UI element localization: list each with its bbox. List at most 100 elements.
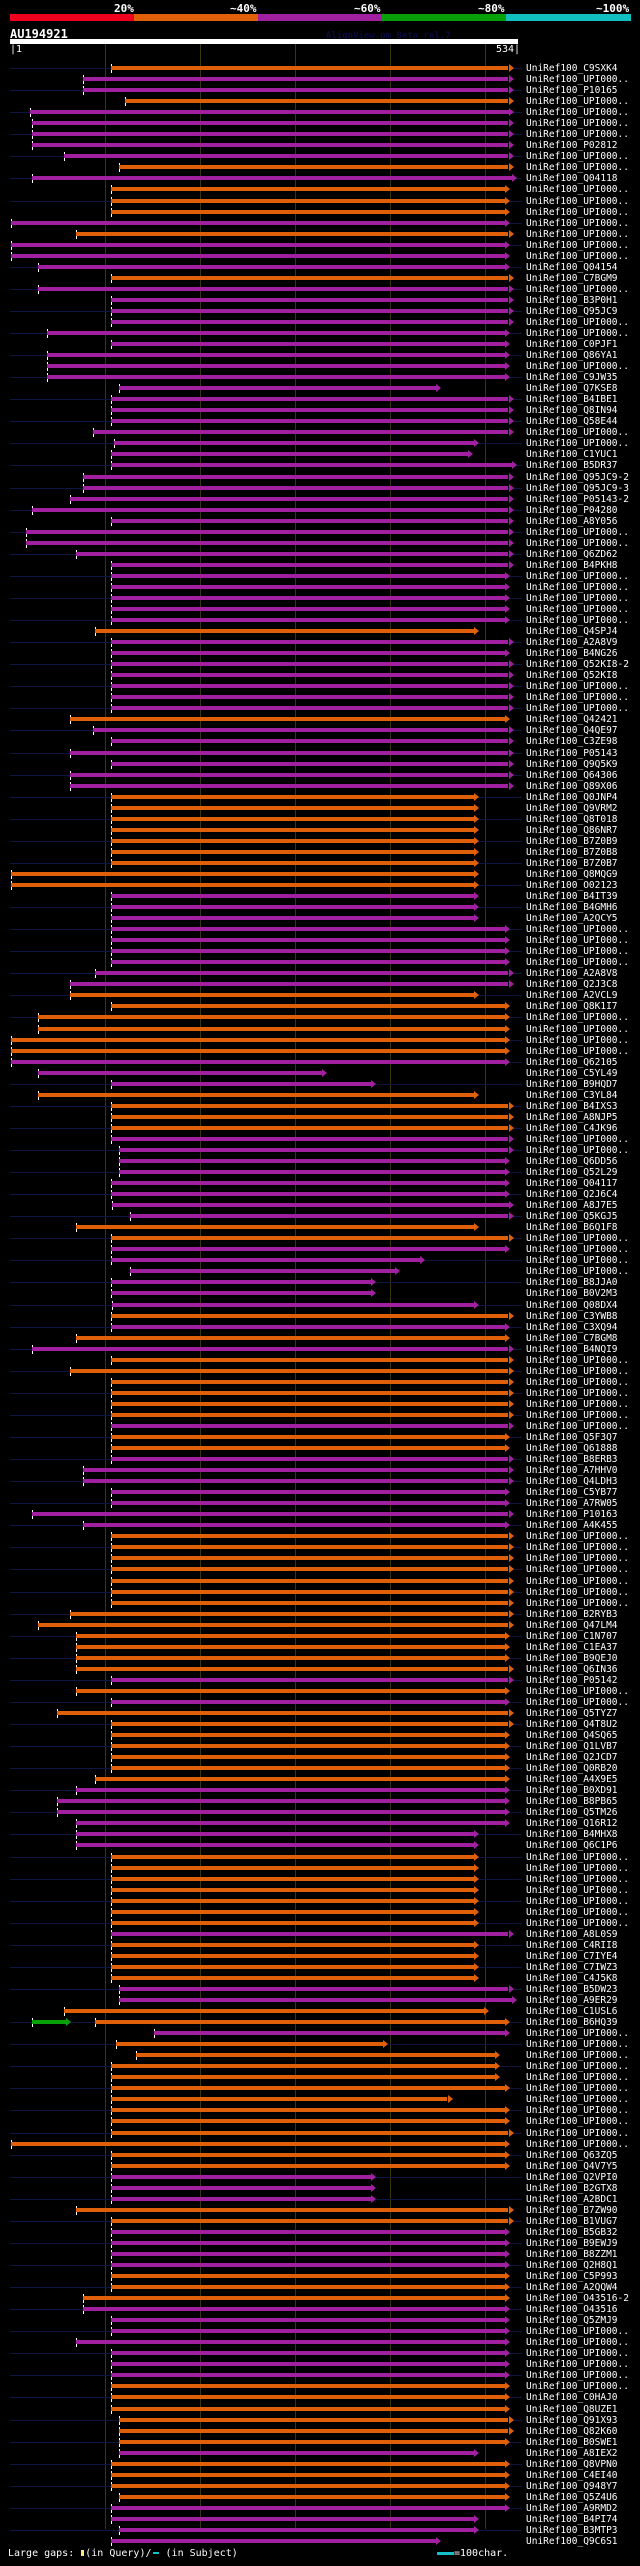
hit-bar[interactable]: [111, 1975, 475, 1980]
hit-label[interactable]: UniRef100_UPI000..: [526, 935, 629, 947]
alignment-row[interactable]: UniRef100_UPI000..: [0, 240, 640, 251]
hit-label[interactable]: UniRef100_UPI000..: [526, 1597, 629, 1609]
hit-bar[interactable]: [70, 772, 509, 777]
hit-bar[interactable]: [111, 651, 505, 656]
hit-label[interactable]: UniRef100_A8L0S9: [526, 1928, 618, 1940]
hit-bar[interactable]: [47, 353, 505, 357]
hit-label[interactable]: UniRef100_P04280: [526, 504, 618, 516]
alignment-row[interactable]: UniRef100_UPI000..: [0, 229, 640, 240]
hit-bar[interactable]: [26, 529, 509, 534]
alignment-row[interactable]: UniRef100_B4NG26: [0, 648, 640, 659]
hit-bar[interactable]: [111, 2119, 505, 2124]
hit-bar[interactable]: [111, 673, 509, 678]
hit-label[interactable]: UniRef100_UPI000..: [526, 1531, 629, 1543]
hit-bar[interactable]: [75, 1821, 505, 1826]
hit-bar[interactable]: [111, 2274, 505, 2278]
hit-label[interactable]: UniRef100_Q5KGJ5: [526, 1211, 618, 1223]
hit-bar[interactable]: [111, 2395, 505, 2400]
hit-bar[interactable]: [111, 805, 475, 810]
hit-label[interactable]: UniRef100_UPI000..: [526, 692, 629, 704]
hit-bar[interactable]: [56, 1711, 509, 1715]
hit-bar[interactable]: [111, 1898, 475, 1903]
hit-label[interactable]: UniRef100_Q86NR7: [526, 824, 618, 836]
hit-bar[interactable]: [111, 1931, 509, 1936]
alignment-row[interactable]: UniRef100_UPI000..: [0, 1542, 640, 1553]
hit-label[interactable]: UniRef100_C4JK96: [526, 1122, 618, 1134]
alignment-row[interactable]: UniRef100_UPI000..: [0, 2359, 640, 2370]
alignment-row[interactable]: UniRef100_UPI000..: [0, 946, 640, 957]
hit-bar[interactable]: [118, 2527, 475, 2532]
hit-bar[interactable]: [112, 1302, 475, 1307]
alignment-row[interactable]: UniRef100_UPI000..: [0, 615, 640, 626]
hit-label[interactable]: UniRef100_Q7KSE8: [526, 383, 618, 395]
alignment-row[interactable]: UniRef100_Q8VPN0: [0, 2459, 640, 2470]
hit-bar[interactable]: [94, 2020, 505, 2025]
hit-bar[interactable]: [111, 2505, 505, 2510]
hit-label[interactable]: UniRef100_Q4QE97: [526, 725, 618, 737]
hit-bar[interactable]: [111, 2086, 505, 2091]
alignment-row[interactable]: UniRef100_UPI000..: [0, 151, 640, 162]
hit-bar[interactable]: [75, 1688, 505, 1693]
hit-label[interactable]: UniRef100_UPI000..: [526, 2061, 629, 2073]
alignment-row[interactable]: UniRef100_UPI000..: [0, 571, 640, 582]
hit-bar[interactable]: [111, 1446, 505, 1450]
alignment-row[interactable]: UniRef100_UPI000..: [0, 107, 640, 118]
alignment-row[interactable]: UniRef100_UPI000..: [0, 935, 640, 946]
hit-label[interactable]: UniRef100_A4X9E5: [526, 1774, 618, 1786]
alignment-row[interactable]: UniRef100_C3YWB8: [0, 1311, 640, 1322]
hit-label[interactable]: UniRef100_C0PJF1: [526, 339, 618, 350]
hit-bar[interactable]: [111, 1942, 475, 1947]
hit-label[interactable]: UniRef100_B4NQI9: [526, 1343, 618, 1355]
hit-label[interactable]: UniRef100_UPI000..: [526, 1884, 629, 1896]
hit-label[interactable]: UniRef100_C3YWB8: [526, 1310, 618, 1322]
alignment-row[interactable]: UniRef100_Q95JC9-2: [0, 472, 640, 483]
hit-bar[interactable]: [56, 1799, 505, 1804]
hit-label[interactable]: UniRef100_UPI000..: [526, 2105, 629, 2117]
hit-label[interactable]: UniRef100_C7IWZ3: [526, 1961, 618, 1973]
hit-label[interactable]: UniRef100_B0V2M3: [526, 1288, 618, 1300]
alignment-row[interactable]: UniRef100_B4IT39: [0, 891, 640, 902]
hit-label[interactable]: UniRef100_UPI000..: [526, 1420, 629, 1432]
hit-bar[interactable]: [111, 2406, 505, 2411]
alignment-row[interactable]: UniRef100_A9RMD2: [0, 2503, 640, 2514]
hit-label[interactable]: UniRef100_Q9C6S1: [526, 2536, 618, 2547]
hit-bar[interactable]: [111, 640, 509, 645]
hit-label[interactable]: UniRef100_UPI000..: [526, 1409, 629, 1421]
hit-label[interactable]: UniRef100_Q52KI8: [526, 670, 618, 682]
hit-label[interactable]: UniRef100_UPI000..: [526, 162, 629, 174]
hit-label[interactable]: UniRef100_UPI000..: [526, 1012, 629, 1024]
alignment-row[interactable]: UniRef100_UPI000..: [0, 1852, 640, 1863]
hit-bar[interactable]: [70, 982, 509, 987]
hit-bar[interactable]: [111, 2240, 505, 2245]
hit-label[interactable]: UniRef100_Q52KI8-2: [526, 659, 629, 671]
alignment-row[interactable]: UniRef100_B8ERB3: [0, 1454, 640, 1465]
hit-bar[interactable]: [70, 750, 509, 755]
hit-bar[interactable]: [83, 1468, 509, 1473]
alignment-row[interactable]: UniRef100_UPI000..: [0, 2337, 640, 2348]
hit-bar[interactable]: [111, 342, 505, 346]
hit-label[interactable]: UniRef100_Q95JC9-3: [526, 482, 629, 494]
alignment-row[interactable]: UniRef100_C9JW35: [0, 372, 640, 383]
hit-bar[interactable]: [30, 110, 509, 115]
hit-label[interactable]: UniRef100_Q62105: [526, 1056, 618, 1068]
alignment-row[interactable]: UniRef100_B0SWE1: [0, 2437, 640, 2448]
hit-label[interactable]: UniRef100_UPI000..: [526, 2326, 629, 2338]
hit-label[interactable]: UniRef100_Q0JNP4: [526, 791, 618, 803]
hit-label[interactable]: UniRef100_B4PKH8: [526, 559, 618, 571]
hit-label[interactable]: UniRef100_A7HHV0: [526, 1465, 618, 1477]
hit-bar[interactable]: [111, 209, 505, 214]
hit-label[interactable]: UniRef100_UPI000..: [526, 1354, 629, 1366]
alignment-row[interactable]: UniRef100_Q6DD56: [0, 1156, 640, 1167]
hit-bar[interactable]: [31, 1512, 509, 1517]
hit-label[interactable]: UniRef100_UPI000..: [526, 217, 629, 229]
hit-label[interactable]: UniRef100_Q2H8Q1: [526, 2260, 618, 2271]
hit-bar[interactable]: [111, 518, 509, 523]
alignment-row[interactable]: UniRef100_C3ZE98: [0, 736, 640, 747]
hit-label[interactable]: UniRef100_Q64306: [526, 769, 618, 781]
hit-label[interactable]: UniRef100_UPI000..: [526, 924, 629, 936]
hit-bar[interactable]: [111, 2108, 505, 2113]
hit-bar[interactable]: [111, 662, 509, 667]
alignment-row[interactable]: UniRef100_Q04118: [0, 173, 640, 184]
hit-label[interactable]: UniRef100_B3MTP3: [526, 2524, 618, 2536]
alignment-row[interactable]: UniRef100_UPI000..: [0, 129, 640, 140]
